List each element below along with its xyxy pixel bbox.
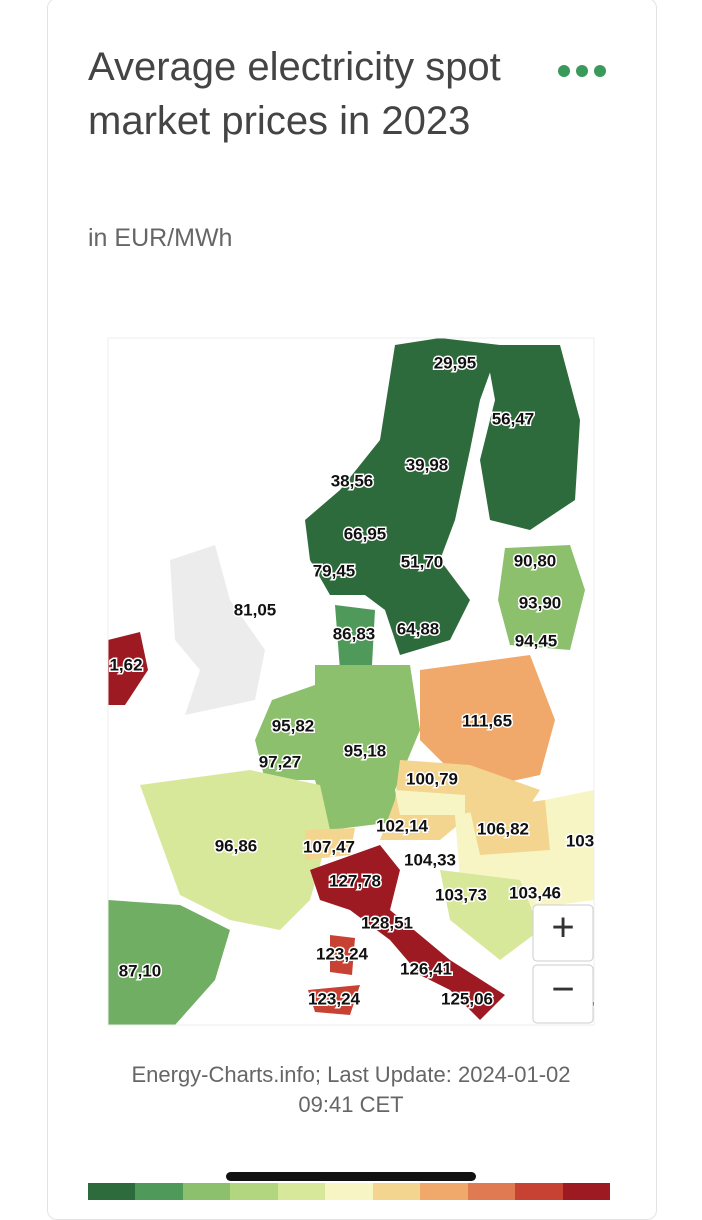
zoom-in-label: + — [551, 906, 574, 950]
zoom-out-label: − — [551, 968, 574, 1012]
title: Average electricity spot market prices i… — [88, 45, 501, 143]
card — [47, 0, 657, 1220]
zoom-in[interactable]: + — [532, 904, 594, 962]
source: Energy-Charts.info; Last Update: 2024-01… — [131, 1062, 571, 1117]
subtitle: in EUR/MWh — [88, 224, 233, 252]
zoom-out[interactable]: − — [532, 964, 594, 1024]
menu-button[interactable] — [556, 62, 608, 80]
